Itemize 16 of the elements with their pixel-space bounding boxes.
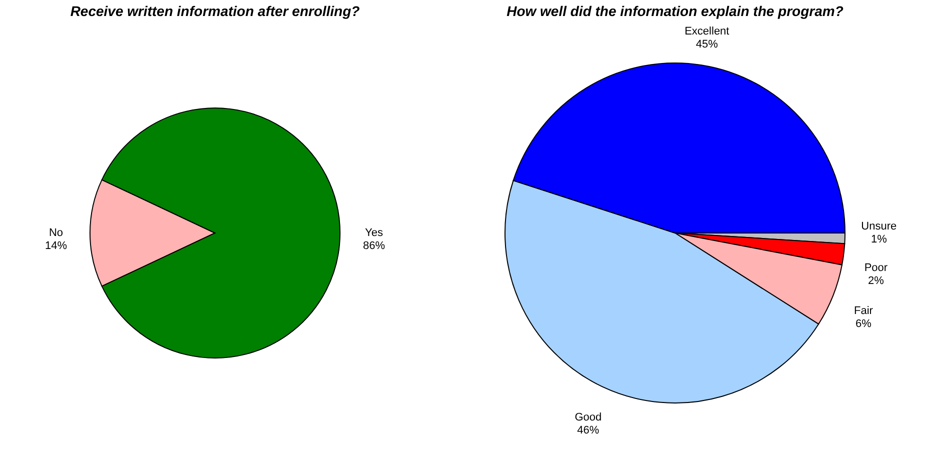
slice-label: Unsure — [861, 220, 897, 233]
data-label: 86% — [362, 240, 386, 252]
data-label: 14% — [44, 240, 68, 252]
data-label: 2% — [868, 275, 884, 288]
slice-label: No — [48, 227, 64, 239]
slice-label: Excellent — [684, 26, 730, 38]
slice-label: Fair — [854, 305, 874, 318]
data-label: 45% — [696, 38, 718, 51]
slice-label: Poor — [864, 262, 888, 274]
slice-label: Yes — [365, 227, 384, 239]
data-label: 46% — [577, 424, 600, 437]
data-label: 6% — [856, 318, 872, 330]
slice-label: Good — [574, 412, 602, 424]
data-label: 1% — [870, 234, 888, 246]
chart-title: How well did the information explain the program? — [506, 3, 844, 19]
chart-title: Receive written information after enrolling? — [70, 3, 360, 19]
